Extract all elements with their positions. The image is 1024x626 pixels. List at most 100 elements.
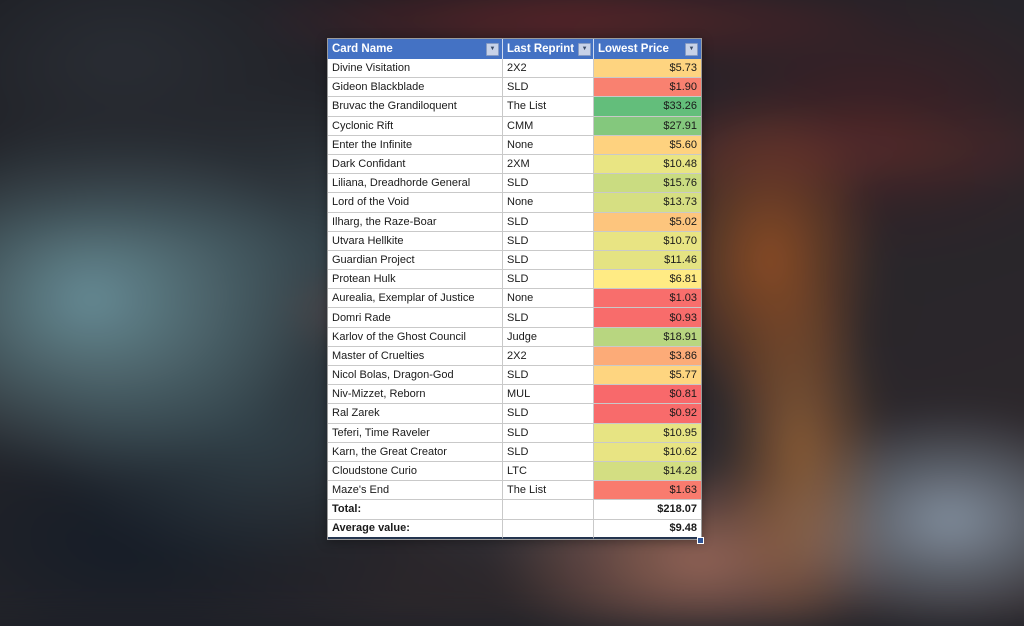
table-row: Dark Confidant 2XM $10.48 [328,154,701,175]
table-row: Lord of the Void None $13.73 [328,193,701,213]
price-cell[interactable]: $14.28 [594,461,701,482]
card-name-cell[interactable]: Guardian Project [328,250,503,271]
last-reprint-cell[interactable]: SLD [503,366,594,386]
card-name-cell[interactable]: Niv-Mizzet, Reborn [328,385,503,405]
last-reprint-cell[interactable]: SLD [503,423,594,443]
card-name-cell[interactable]: Protean Hulk [328,270,503,290]
card-name-cell[interactable]: Maze's End [328,481,503,501]
price-cell[interactable]: $11.46 [594,250,701,271]
column-header-last-reprint[interactable]: Last Reprint ▼ [503,39,594,59]
card-name-cell[interactable]: Karn, the Great Creator [328,442,503,462]
last-reprint-cell[interactable]: SLD [503,78,594,98]
price-cell[interactable]: $13.73 [594,193,701,213]
last-reprint-cell[interactable]: None [503,135,594,155]
table-header-row: Card Name ▼ Last Reprint ▼ Lowest Price … [328,39,701,59]
table-row: Karn, the Great Creator SLD $10.62 [328,442,701,462]
table-row: Teferi, Time Raveler SLD $10.95 [328,423,701,443]
card-name-cell[interactable]: Domri Rade [328,308,503,328]
last-reprint-cell[interactable]: The List [503,481,594,501]
card-name-cell[interactable]: Ilharg, the Raze-Boar [328,212,503,232]
filter-dropdown-icon: ▼ [688,46,695,52]
last-reprint-cell[interactable]: LTC [503,461,594,482]
card-name-cell[interactable]: Liliana, Dreadhorde General [328,174,503,194]
last-reprint-cell[interactable]: CMM [503,116,594,136]
total-row: Total: $218.07 [328,500,701,520]
table-row: Cloudstone Curio LTC $14.28 [328,461,701,482]
last-reprint-cell[interactable]: SLD [503,250,594,271]
card-name-cell[interactable]: Utvara Hellkite [328,231,503,251]
filter-button-last-reprint[interactable]: ▼ [578,42,592,56]
last-reprint-cell[interactable]: SLD [503,404,594,424]
last-reprint-cell[interactable]: The List [503,97,594,117]
price-cell[interactable]: $6.81 [594,270,701,290]
average-empty-cell[interactable] [503,519,594,539]
card-name-cell[interactable]: Nicol Bolas, Dragon-God [328,366,503,386]
price-cell[interactable]: $5.02 [594,212,701,232]
card-name-cell[interactable]: Bruvac the Grandiloquent [328,97,503,117]
column-header-card-name[interactable]: Card Name ▼ [328,39,503,59]
total-value-cell[interactable]: $218.07 [594,500,701,520]
price-cell[interactable]: $0.92 [594,404,701,424]
price-cell[interactable]: $5.73 [594,59,701,79]
last-reprint-cell[interactable]: None [503,193,594,213]
price-cell[interactable]: $18.91 [594,327,701,347]
fill-handle[interactable] [697,536,704,544]
total-empty-cell[interactable] [503,500,594,520]
filter-button-card-name[interactable]: ▼ [486,42,499,56]
card-name-cell[interactable]: Master of Cruelties [328,346,503,366]
price-cell[interactable]: $1.03 [594,289,701,309]
last-reprint-cell[interactable]: MUL [503,385,594,405]
last-reprint-cell[interactable]: SLD [503,231,594,251]
column-header-label: Card Name [332,43,393,55]
table-row: Master of Cruelties 2X2 $3.86 [328,346,701,366]
price-cell[interactable]: $33.26 [594,97,701,117]
table-row: Guardian Project SLD $11.46 [328,250,701,271]
card-name-cell[interactable]: Dark Confidant [328,154,503,175]
column-header-label: Last Reprint [507,43,575,55]
price-cell[interactable]: $5.60 [594,135,701,155]
table-body: Divine Visitation 2X2 $5.73 Gideon Black… [328,59,701,501]
price-cell[interactable]: $3.86 [594,346,701,366]
price-cell[interactable]: $27.91 [594,116,701,136]
total-label-cell[interactable]: Total: [328,500,503,520]
price-cell[interactable]: $10.48 [594,154,701,175]
average-label-cell[interactable]: Average value: [328,519,503,539]
price-cell[interactable]: $1.63 [594,481,701,501]
card-name-cell[interactable]: Divine Visitation [328,59,503,79]
last-reprint-cell[interactable]: 2X2 [503,346,594,366]
filter-button-lowest-price[interactable]: ▼ [685,42,698,56]
price-cell[interactable]: $0.81 [594,385,701,405]
card-name-cell[interactable]: Gideon Blackblade [328,78,503,98]
card-name-cell[interactable]: Teferi, Time Raveler [328,423,503,443]
card-name-cell[interactable]: Aurealia, Exemplar of Justice [328,289,503,309]
last-reprint-cell[interactable]: Judge [503,327,594,347]
price-cell[interactable]: $10.95 [594,423,701,443]
last-reprint-cell[interactable]: 2X2 [503,59,594,79]
table-row: Divine Visitation 2X2 $5.73 [328,59,701,79]
card-name-cell[interactable]: Enter the Infinite [328,135,503,155]
card-name-cell[interactable]: Karlov of the Ghost Council [328,327,503,347]
price-cell[interactable]: $0.93 [594,308,701,328]
column-header-label: Lowest Price [598,43,669,55]
card-name-cell[interactable]: Cloudstone Curio [328,461,503,482]
last-reprint-cell[interactable]: 2XM [503,154,594,175]
table-row: Nicol Bolas, Dragon-God SLD $5.77 [328,366,701,386]
card-name-cell[interactable]: Cyclonic Rift [328,116,503,136]
price-cell[interactable]: $15.76 [594,174,701,194]
price-cell[interactable]: $10.70 [594,231,701,251]
last-reprint-cell[interactable]: SLD [503,212,594,232]
table-row: Karlov of the Ghost Council Judge $18.91 [328,327,701,347]
table-row: Protean Hulk SLD $6.81 [328,270,701,290]
price-cell[interactable]: $10.62 [594,442,701,462]
column-header-lowest-price[interactable]: Lowest Price ▼ [594,39,701,59]
price-cell[interactable]: $5.77 [594,366,701,386]
price-cell[interactable]: $1.90 [594,78,701,98]
card-name-cell[interactable]: Lord of the Void [328,193,503,213]
last-reprint-cell[interactable]: SLD [503,270,594,290]
last-reprint-cell[interactable]: SLD [503,442,594,462]
last-reprint-cell[interactable]: None [503,289,594,309]
card-name-cell[interactable]: Ral Zarek [328,404,503,424]
average-value-cell[interactable]: $9.48 [594,519,701,539]
last-reprint-cell[interactable]: SLD [503,174,594,194]
last-reprint-cell[interactable]: SLD [503,308,594,328]
